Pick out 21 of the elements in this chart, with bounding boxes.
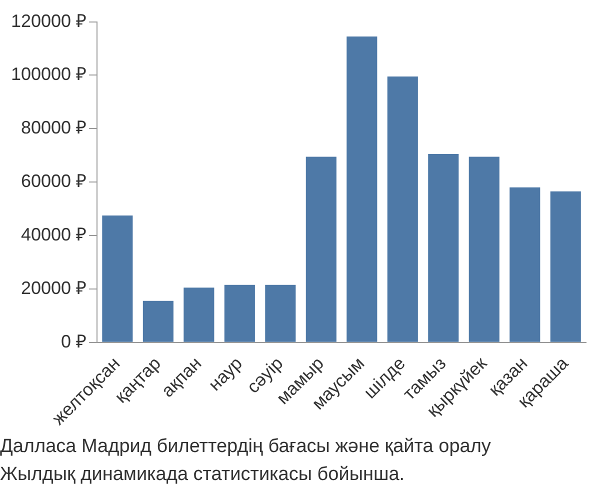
y-tick-label: 0 ₽ [61, 331, 86, 352]
bar [550, 191, 581, 342]
bar [306, 156, 336, 342]
bar [468, 156, 500, 342]
bar [428, 154, 459, 342]
bar [142, 300, 174, 342]
bar [387, 76, 418, 342]
y-tick-label: 100000 ₽ [10, 64, 86, 84]
y-tick-label: 80000 ₽ [21, 118, 86, 138]
y-tick-label: 20000 ₽ [21, 278, 86, 298]
y-tick-label: 40000 ₽ [21, 224, 86, 244]
bar [510, 187, 540, 342]
bar [265, 284, 296, 342]
y-tick-label: 120000 ₽ [10, 10, 86, 31]
bar [184, 288, 214, 342]
bar [102, 215, 133, 342]
text: Жылдық динамикада статистикасы бойынша. [0, 463, 406, 487]
bar [224, 284, 255, 342]
bar [346, 36, 378, 342]
y-tick-label: 60000 ₽ [21, 171, 86, 192]
text: Далласа Мадрид билеттердің бағасы және қайта оралу [0, 435, 492, 459]
